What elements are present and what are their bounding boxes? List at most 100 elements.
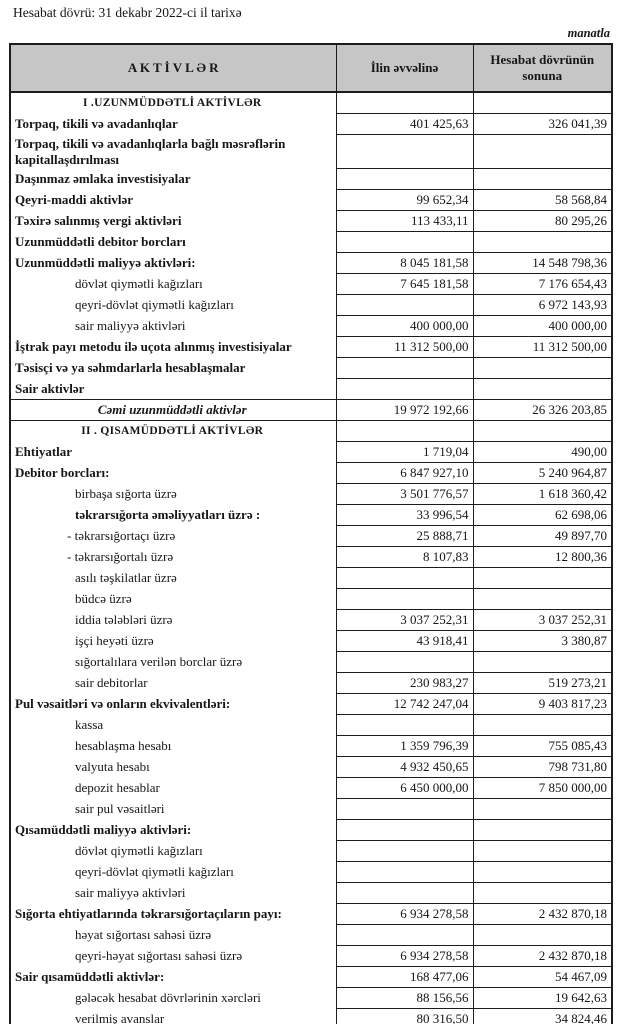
- column-header-year-start: İlin əvvəlinə: [335, 43, 474, 93]
- table-row: işçi heyəti üzrə 43 918,41 3 380,87: [10, 630, 613, 652]
- value-year-start: 8 045 181,58: [335, 252, 474, 274]
- value-year-start: 113 433,11: [335, 210, 474, 232]
- table-row: hesablaşma hesabı 1 359 796,39 755 085,43: [10, 735, 613, 757]
- row-label: qeyri-həyat sığortası sahəsi üzrə: [10, 945, 337, 967]
- value-period-end: 1 618 360,42: [472, 483, 613, 505]
- table-row: - təkrarsığortalı üzrə 8 107,83 12 800,36: [10, 546, 613, 568]
- table-row: Pul vəsaitləri və onların ekvivalentləri…: [10, 693, 613, 715]
- value-year-start: [335, 134, 474, 169]
- value-period-end: 62 698,06: [472, 504, 613, 526]
- table-row: sair debitorlar 230 983,27 519 273,21: [10, 672, 613, 694]
- row-label: Daşınmaz əmlaka investisiyalar: [10, 168, 337, 190]
- value-year-start: 80 316,50: [335, 1008, 474, 1024]
- table-row: I .UZUNMÜDDƏTLİ AKTİVLƏR: [10, 91, 613, 114]
- table-row: sair maliyyə aktivləri: [10, 882, 613, 904]
- value-year-start: [335, 91, 474, 114]
- row-label: gələcək hesabat dövrlərinin xərcləri: [10, 987, 337, 1009]
- row-label: Uzunmüddətli debitor borcları: [10, 231, 337, 253]
- table-row: dövlət qiymətli kağızları: [10, 840, 613, 862]
- value-year-start: [335, 567, 474, 589]
- row-label: sair pul vəsaitləri: [10, 798, 337, 820]
- value-period-end: 80 295,26: [472, 210, 613, 232]
- row-label: hesablaşma hesabı: [10, 735, 337, 757]
- table-row: Təxirə salınmış vergi aktivləri 113 433,1…: [10, 210, 613, 232]
- table-row: təkrarsığorta əməliyyatları üzrə :33 996…: [10, 504, 613, 526]
- value-year-start: 3 501 776,57: [335, 483, 474, 505]
- value-period-end: 755 085,43: [472, 735, 613, 757]
- table-row: büdcə üzrə: [10, 588, 613, 610]
- value-period-end: 2 432 870,18: [472, 945, 613, 967]
- row-label: qeyri-dövlət qiymətli kağızları: [10, 861, 337, 883]
- row-label: Sair qısamüddətli aktivlər:: [10, 966, 337, 988]
- table-row: Cəmi uzunmüddətli aktivlər 19 972 192,66 2…: [10, 399, 613, 421]
- table-row: Daşınmaz əmlaka investisiyalar: [10, 168, 613, 190]
- table-row: sair maliyyə aktivləri 400 000,00 400 000,…: [10, 315, 613, 337]
- table-row: İştrak payı metodu ilə uçota alınmış inv…: [10, 336, 613, 358]
- table-row: Uzunmüddətli debitor borcları: [10, 231, 613, 253]
- value-year-start: [335, 651, 474, 673]
- row-label: Sair aktivlər: [10, 378, 337, 400]
- value-year-start: [335, 378, 474, 400]
- table-row: kassa: [10, 714, 613, 736]
- row-label: Təsisçi və ya səhmdarlarla hesablaşmalar: [10, 357, 337, 379]
- value-period-end: 3 037 252,31: [472, 609, 613, 631]
- value-year-start: 1 719,04: [335, 441, 474, 463]
- value-period-end: 519 273,21: [472, 672, 613, 694]
- value-year-start: 88 156,56: [335, 987, 474, 1009]
- value-period-end: 9 403 817,23: [472, 693, 613, 715]
- currency-note: manatla: [567, 26, 610, 40]
- value-period-end: 2 432 870,18: [472, 903, 613, 925]
- row-label: Uzunmüddətli maliyyə aktivləri:: [10, 252, 337, 274]
- table-row: Torpaq, tikili və avadanlıqlar 401 425,63…: [10, 113, 613, 135]
- row-label: Qısamüddətli maliyyə aktivləri:: [10, 819, 337, 841]
- table-row: dövlət qiymətli kağızları 7 645 181,58 7 1…: [10, 273, 613, 295]
- value-period-end: [472, 91, 613, 114]
- value-year-start: 19 972 192,66: [335, 399, 474, 421]
- value-period-end: 49 897,70: [472, 525, 613, 547]
- value-period-end: 54 467,09: [472, 966, 613, 988]
- value-period-end: [472, 840, 613, 862]
- value-period-end: [472, 819, 613, 841]
- value-period-end: [472, 168, 613, 190]
- value-period-end: 7 850 000,00: [472, 777, 613, 799]
- value-period-end: 34 824,46: [472, 1008, 613, 1024]
- value-period-end: [472, 714, 613, 736]
- row-label: İştrak payı metodu ilə uçota alınmış inv…: [10, 336, 337, 358]
- row-label: Qeyri-maddi aktivlər: [10, 189, 337, 211]
- value-year-start: 7 645 181,58: [335, 273, 474, 295]
- value-year-start: [335, 168, 474, 190]
- value-period-end: 798 731,80: [472, 756, 613, 778]
- table-row: Uzunmüddətli maliyyə aktivləri: 8 045 181…: [10, 252, 613, 274]
- value-year-start: 168 477,06: [335, 966, 474, 988]
- value-year-start: [335, 231, 474, 253]
- table-row: Təsisçi və ya səhmdarlarla hesablaşmalar: [10, 357, 613, 379]
- value-period-end: [472, 134, 613, 169]
- value-year-start: 8 107,83: [335, 546, 474, 568]
- report-period-title: Hesabat dövrü: 31 dekabr 2022-ci il tari…: [13, 5, 242, 20]
- row-label: Təxirə salınmış vergi aktivləri: [10, 210, 337, 232]
- value-year-start: [335, 588, 474, 610]
- row-label: dövlət qiymətli kağızları: [10, 273, 337, 295]
- value-year-start: 11 312 500,00: [335, 336, 474, 358]
- row-label: Sığorta ehtiyatlarında təkrarsığortaçıla…: [10, 903, 337, 925]
- row-label: həyat sığortası sahəsi üzrə: [10, 924, 337, 946]
- row-label: büdcə üzrə: [10, 588, 337, 610]
- row-label: sair debitorlar: [10, 672, 337, 694]
- assets-balance-table: A K T İ V L Ə R İlin əvvəlinə Hesabat dö…: [9, 43, 613, 1024]
- table-header-row: A K T İ V L Ə R İlin əvvəlinə Hesabat dö…: [9, 43, 613, 93]
- row-label: sair maliyyə aktivləri: [10, 882, 337, 904]
- table-row: Sair aktivlər: [10, 378, 613, 400]
- value-year-start: [335, 861, 474, 883]
- row-label: Torpaq, tikili və avadanlıqlarla bağlı m…: [10, 134, 337, 169]
- row-label: I .UZUNMÜDDƏTLİ AKTİVLƏR: [10, 92, 337, 114]
- value-period-end: 7 176 654,43: [472, 273, 613, 295]
- value-year-start: 6 934 278,58: [335, 903, 474, 925]
- value-period-end: 326 041,39: [472, 113, 613, 135]
- value-year-start: [335, 294, 474, 316]
- assets-table-body: I .UZUNMÜDDƏTLİ AKTİVLƏR Torpaq, tikili v…: [10, 91, 613, 1024]
- value-period-end: [472, 882, 613, 904]
- row-label: sığortalılara verilən borclar üzrə: [10, 651, 337, 673]
- value-year-start: 230 983,27: [335, 672, 474, 694]
- table-row: II . QISAMÜDDƏTLİ AKTİVLƏR: [10, 420, 613, 442]
- value-year-start: [335, 819, 474, 841]
